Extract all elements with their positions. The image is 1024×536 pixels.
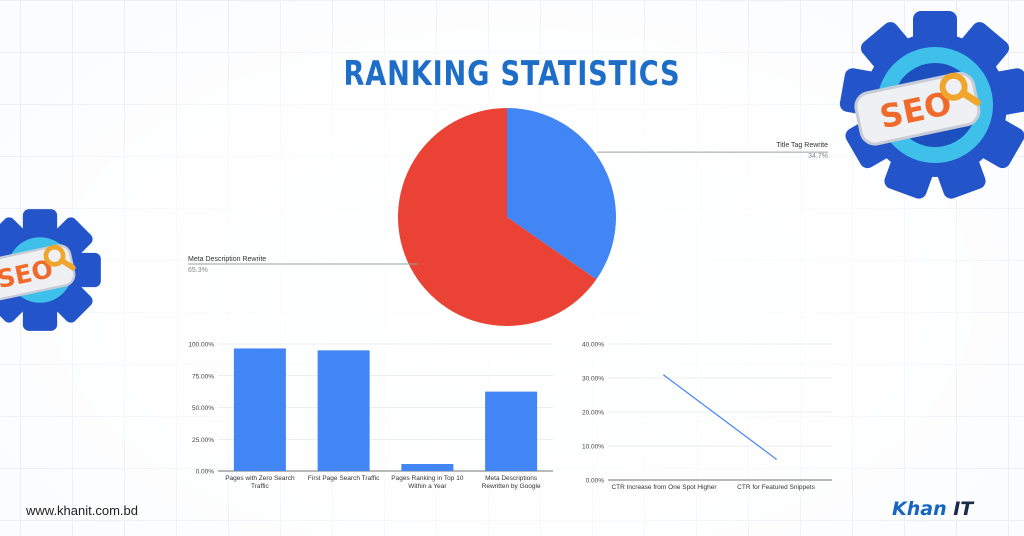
line-point [775,458,777,460]
bar-xtick-label: Pages Ranking in Top 10 [391,475,464,482]
pie-value-label: 65.3% [188,267,208,274]
bar-xtick-label: Within a Year [408,483,447,490]
line-ytick-label: 0.00% [586,478,605,485]
pie-chart: Title Tag Rewrite 34.7% Meta Description R… [188,108,828,326]
line-xtick-label: CTR for Featured Snippets [737,484,815,491]
bar-xtick-label: Meta Descriptions [485,475,538,482]
footer-url[interactable]: www.khanit.com.bd [26,503,138,518]
bar-ytick-label: 50.00% [192,405,214,412]
magnifier-icon [43,244,66,267]
line-ytick-label: 40.00% [582,342,604,349]
bar-xtick-label: Traffic [251,483,269,490]
bar-xtick-label: Pages with Zero Search [225,475,295,482]
bar-ytick-label: 25.00% [192,437,214,444]
pie-label: Title Tag Rewrite [776,142,828,149]
logo-suffix: IT [953,498,974,520]
line-series [663,374,777,460]
seo-badge [854,71,981,146]
magnifier-icon [939,72,968,101]
bar [401,464,454,471]
gear-icon-left: SEO [0,209,101,331]
pie-slice [398,108,597,326]
seo-badge [0,244,76,302]
line-ytick-label: 30.00% [582,376,604,383]
line-ytick-label: 10.00% [582,444,604,451]
gear-shape: SEO [0,209,101,331]
bar-ytick-label: 75.00% [192,373,214,380]
line-point [663,374,665,377]
bar [485,391,538,471]
pie-value-label: 34.7% [808,153,828,160]
bar [317,350,370,471]
bar [233,348,286,471]
bar-chart: 0.00% 25.00% 50.00% 75.00% 100.00% Pages with… [188,342,553,490]
bar-xtick-label: Rewritten by Google [482,483,541,490]
magnifier-handle [959,89,981,106]
magnifier-handle [59,257,76,271]
line-xtick-label: CTR Increase from One Spot Higher [611,484,717,491]
pie-slice [507,108,616,280]
bar-ytick-label: 0.00% [196,469,215,476]
khan-it-logo: Khan IT [892,498,973,520]
gear-icon-right: SEO [839,11,1024,199]
bar-ytick-label: 100.00% [188,342,214,349]
line-ytick-label: 20.00% [582,410,604,417]
bar-xtick-label: First Page Search Traffic [308,475,380,482]
pie-label: Meta Description Rewrite [188,256,266,263]
line-chart: 0.00% 10.00% 20.00% 30.00% 40.00% CTR Increas… [582,342,832,491]
page-title: RANKING STATISTICS [343,54,681,94]
gear-shape: SEO [839,11,1024,199]
logo-brand: Khan [892,498,947,520]
